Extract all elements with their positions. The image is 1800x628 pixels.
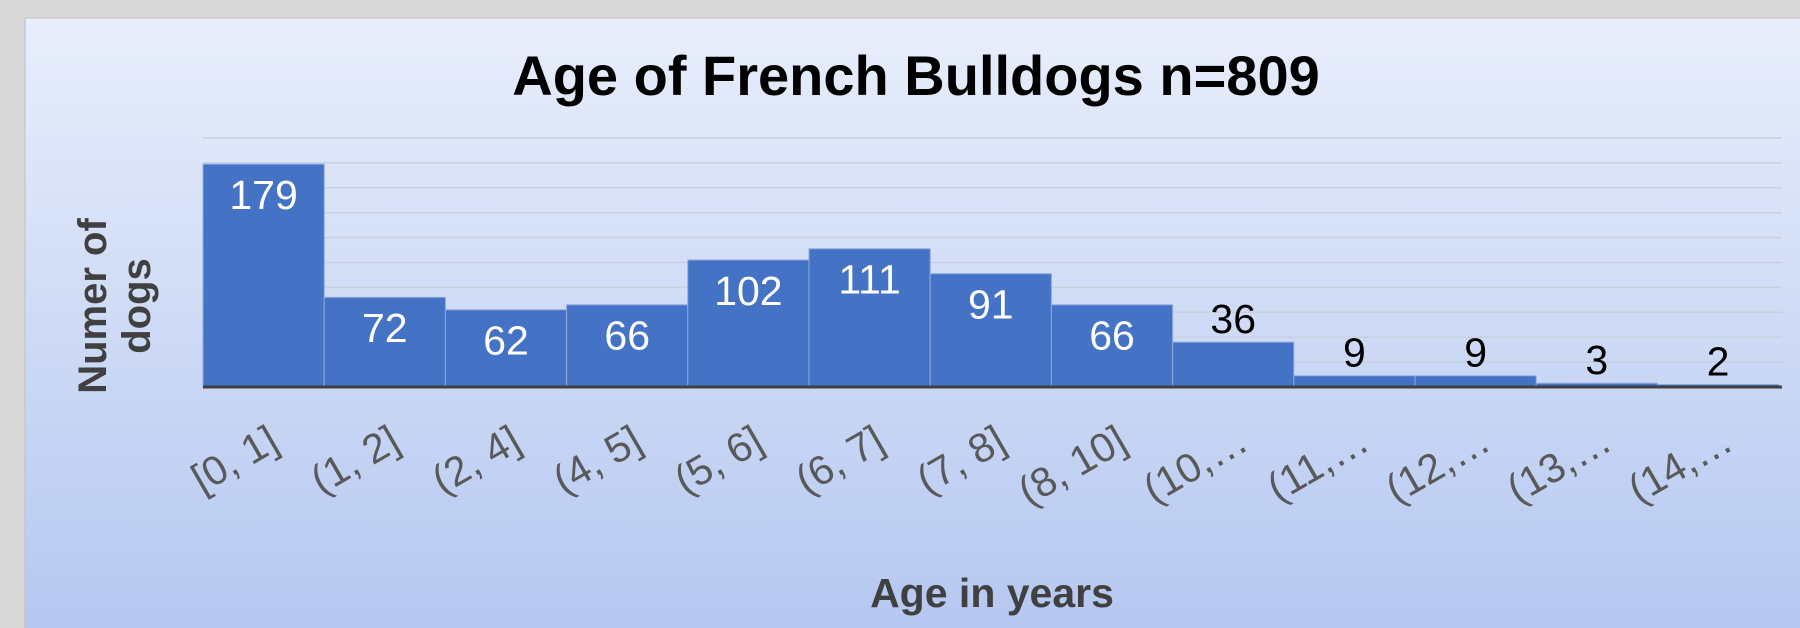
data-label: 9 (1343, 330, 1366, 376)
bar (929, 273, 1052, 388)
bar (566, 304, 689, 388)
data-label: 9 (1464, 330, 1487, 376)
data-label: 111 (838, 257, 900, 303)
bar (1293, 375, 1416, 388)
data-label: 62 (483, 318, 529, 364)
data-label: 91 (968, 282, 1014, 328)
bar (202, 163, 325, 388)
x-axis-title: Age in years (870, 570, 1114, 616)
data-label: 66 (1089, 313, 1135, 359)
data-label: 3 (1585, 337, 1608, 383)
bar (687, 259, 810, 388)
data-label: 36 (1210, 296, 1256, 342)
bar (808, 248, 931, 388)
data-label: 72 (362, 305, 408, 351)
bar (1172, 341, 1295, 388)
data-label: 66 (604, 313, 650, 359)
data-label: 102 (714, 268, 782, 314)
y-axis-title: Numer of dogs (71, 218, 159, 394)
data-label: 2 (1707, 338, 1730, 384)
chart-title: Age of French Bulldogs n=809 (512, 44, 1319, 107)
bar (1414, 375, 1537, 388)
data-label: 179 (229, 172, 297, 218)
